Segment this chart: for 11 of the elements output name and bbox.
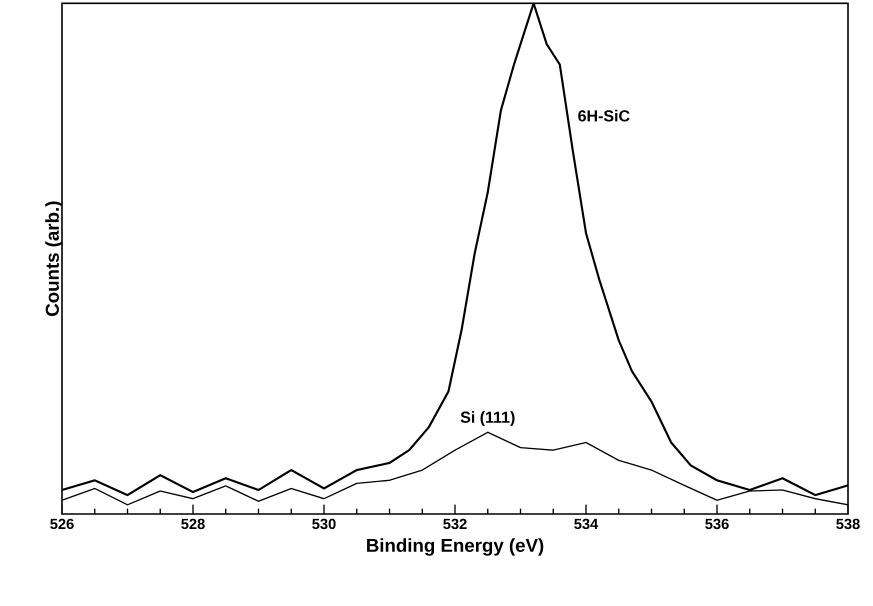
x-tick-label: 534	[574, 518, 598, 530]
y-axis-title: Counts (arb.)	[45, 202, 63, 316]
series-label: 6H-SiC	[578, 110, 630, 122]
x-tick-label: 532	[443, 518, 467, 530]
x-tick-label: 530	[312, 518, 336, 530]
x-tick-label: 536	[705, 518, 729, 530]
x-tick-label: 538	[836, 518, 860, 530]
x-tick-label: 526	[50, 518, 74, 530]
x-tick-label: 528	[181, 518, 205, 530]
x-axis-title: Binding Energy (eV)	[367, 538, 544, 556]
series-label: Si (111)	[460, 411, 515, 426]
